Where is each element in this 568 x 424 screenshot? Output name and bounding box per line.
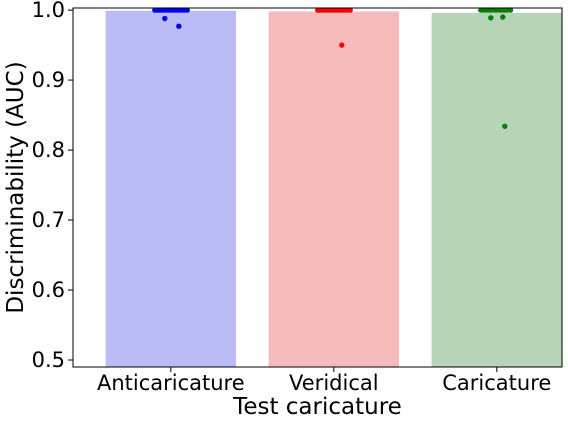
data-point — [339, 42, 345, 48]
bar-caricature — [431, 12, 562, 368]
data-point — [500, 14, 506, 20]
x-tick-label: Caricature — [442, 371, 551, 395]
data-point — [162, 15, 168, 22]
data-point — [488, 15, 494, 21]
data-point — [315, 7, 321, 13]
data-point — [176, 23, 182, 29]
bar-anticaricature — [105, 10, 237, 367]
y-tick-label: 0.6 — [32, 278, 65, 302]
data-point — [347, 7, 353, 13]
bars-group — [105, 10, 562, 368]
points-group — [152, 7, 514, 129]
y-tick-label: 0.8 — [32, 138, 65, 162]
x-ticks-group: Anticaricature Veridical Caricature — [97, 367, 551, 395]
bar-veridical — [268, 11, 400, 368]
y-axis-label: Discriminability (AUC) — [3, 61, 29, 313]
y-ticks-group: 0.5 0.6 0.7 0.8 0.9 1.0 — [32, 0, 73, 372]
data-point — [502, 123, 508, 129]
y-tick-label: 0.9 — [32, 68, 65, 92]
data-point — [184, 7, 190, 13]
x-tick-label: Veridical — [289, 371, 379, 395]
x-axis-label: Test caricature — [232, 394, 402, 420]
y-tick-label: 0.5 — [32, 348, 65, 372]
plot-frame — [72, 7, 563, 368]
data-point — [507, 7, 514, 13]
y-tick-label: 0.7 — [32, 208, 65, 232]
x-tick-label: Anticaricature — [97, 371, 245, 395]
y-tick-label: 1.0 — [32, 0, 65, 22]
